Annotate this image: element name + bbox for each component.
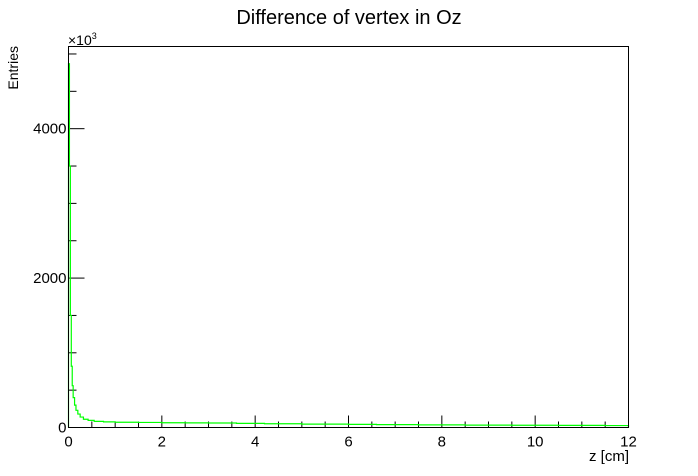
x-tick-label: 4 (251, 434, 259, 451)
y-multiplier-exponent: 3 (92, 31, 97, 41)
x-axis-label: z [cm] (589, 448, 629, 465)
x-tick-label: 6 (344, 434, 352, 451)
y-multiplier-label: ×103 (68, 31, 97, 48)
x-tick-label: 2 (158, 434, 166, 451)
axis-ticks: 0 2 4 6 8 10 12 0 2000 4000 (33, 53, 637, 451)
x-tick-label: 8 (438, 434, 446, 451)
y-tick-label: 0 (58, 420, 66, 437)
y-tick-label: 4000 (33, 121, 66, 138)
x-tick-label: 12 (620, 434, 637, 451)
histogram-series-line (67, 63, 630, 428)
x-tick-label: 10 (527, 434, 544, 451)
y-tick-label: 2000 (33, 270, 66, 287)
series-layer (67, 63, 630, 428)
y-axis-label: Entries (5, 46, 21, 90)
x-tick-label: 0 (64, 434, 72, 451)
plot-frame (68, 46, 629, 428)
chart-title: Difference of vertex in Oz (236, 7, 461, 29)
